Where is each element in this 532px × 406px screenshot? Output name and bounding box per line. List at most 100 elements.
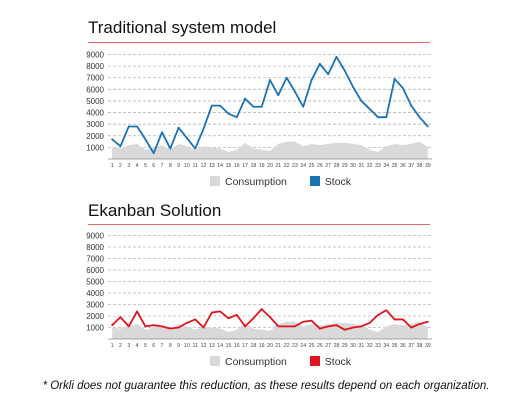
- consumption-area: [112, 321, 428, 339]
- stock-point: [269, 316, 271, 319]
- stock-point: [186, 322, 188, 324]
- x-tick-label: 31: [358, 343, 364, 349]
- stock-point: [202, 326, 205, 329]
- stock-point: [244, 325, 246, 328]
- x-tick-label: 5: [144, 163, 147, 169]
- stock-point: [318, 327, 321, 330]
- x-tick-label: 14: [217, 163, 223, 169]
- stock-point: [368, 322, 371, 324]
- stock-point: [294, 325, 296, 328]
- consumption-swatch: [210, 356, 220, 366]
- x-tick-label: 23: [292, 163, 298, 169]
- x-tick-label: 14: [217, 343, 223, 349]
- legend-label-stock: Stock: [324, 176, 352, 188]
- x-tick-label: 31: [358, 163, 364, 169]
- y-tick-label: 2000: [86, 132, 104, 141]
- x-tick-label: 37: [408, 163, 414, 169]
- x-tick-label: 22: [284, 343, 290, 349]
- stock-point: [186, 137, 188, 139]
- x-tick-label: 27: [325, 343, 331, 349]
- stock-point: [327, 325, 330, 328]
- x-tick-label: 29: [342, 343, 348, 349]
- x-tick-label: 2: [119, 163, 122, 169]
- legend-ekanban: Consumption Stock: [210, 356, 371, 368]
- x-tick-label: 16: [234, 163, 240, 169]
- stock-point: [302, 320, 305, 323]
- chart-title-traditional: Traditional system model: [88, 18, 277, 37]
- x-tick-label: 34: [383, 163, 389, 169]
- x-tick-label: 10: [184, 343, 190, 349]
- x-tick-label: 24: [300, 343, 306, 349]
- stock-point: [260, 308, 263, 310]
- x-tick-label: 35: [392, 343, 398, 349]
- title-divider: [88, 224, 430, 225]
- stock-point: [252, 317, 255, 320]
- stock-point: [368, 108, 371, 110]
- legend-item-stock: Stock: [309, 356, 352, 368]
- stock-point: [410, 104, 413, 107]
- stock-point: [318, 62, 321, 65]
- y-tick-label: 9000: [86, 232, 104, 241]
- stock-point: [277, 94, 280, 97]
- stock-point: [260, 105, 263, 108]
- stock-point: [310, 79, 313, 81]
- x-tick-label: 21: [275, 163, 281, 169]
- stock-point: [210, 104, 213, 107]
- stock-point: [235, 116, 238, 119]
- x-tick-label: 18: [250, 343, 256, 349]
- x-tick-label: 16: [234, 343, 240, 349]
- stock-swatch: [309, 356, 320, 366]
- consumption-swatch: [210, 176, 220, 186]
- y-tick-label: 1000: [86, 143, 104, 152]
- x-tick-label: 3: [127, 343, 130, 349]
- stock-point: [426, 320, 429, 323]
- stock-point: [119, 316, 122, 319]
- stock-point: [360, 325, 363, 328]
- x-tick-label: 6: [152, 163, 155, 169]
- x-tick-label: 11: [193, 163, 198, 169]
- stock-point: [410, 326, 413, 329]
- stock-point: [343, 69, 346, 72]
- stock-point: [152, 324, 155, 327]
- x-tick-label: 12: [201, 163, 207, 169]
- x-tick-label: 36: [400, 163, 406, 169]
- stock-point: [418, 323, 421, 325]
- stock-point: [402, 87, 404, 90]
- x-tick-label: 1: [111, 343, 114, 349]
- stock-point: [393, 77, 396, 80]
- x-tick-label: 4: [136, 163, 139, 169]
- legend-traditional: Consumption Stock: [210, 176, 371, 188]
- y-tick-label: 7000: [86, 74, 104, 83]
- x-tick-label: 26: [317, 343, 323, 349]
- stock-point: [177, 326, 180, 329]
- legend-label-consumption: Consumption: [225, 176, 287, 188]
- x-tick-label: 11: [193, 343, 198, 349]
- x-tick-label: 1: [111, 163, 114, 169]
- x-tick-label: 13: [209, 163, 215, 169]
- x-tick-label: 37: [408, 343, 414, 349]
- x-tick-label: 30: [350, 163, 356, 169]
- y-tick-label: 6000: [86, 266, 104, 275]
- x-tick-label: 12: [201, 343, 207, 349]
- x-tick-label: 33: [375, 343, 381, 349]
- stock-point: [385, 309, 388, 312]
- stock-point: [252, 105, 255, 108]
- stock-point: [327, 73, 330, 76]
- x-tick-label: 33: [375, 163, 381, 169]
- stock-point: [144, 138, 147, 141]
- x-tick-label: 27: [325, 163, 331, 169]
- stock-point: [169, 327, 172, 330]
- stock-point: [302, 105, 305, 108]
- x-tick-label: 19: [259, 343, 265, 349]
- x-tick-label: 38: [417, 343, 423, 349]
- legend-label-consumption: Consumption: [225, 356, 287, 368]
- x-tick-label: 30: [350, 343, 356, 349]
- stock-point: [219, 104, 222, 107]
- x-tick-label: 5: [144, 343, 147, 349]
- stock-point: [235, 313, 238, 316]
- stock-point: [169, 147, 172, 150]
- x-tick-label: 24: [300, 163, 306, 169]
- x-tick-label: 38: [417, 163, 423, 169]
- legend-label-stock: Stock: [324, 356, 352, 368]
- stock-point: [377, 116, 379, 119]
